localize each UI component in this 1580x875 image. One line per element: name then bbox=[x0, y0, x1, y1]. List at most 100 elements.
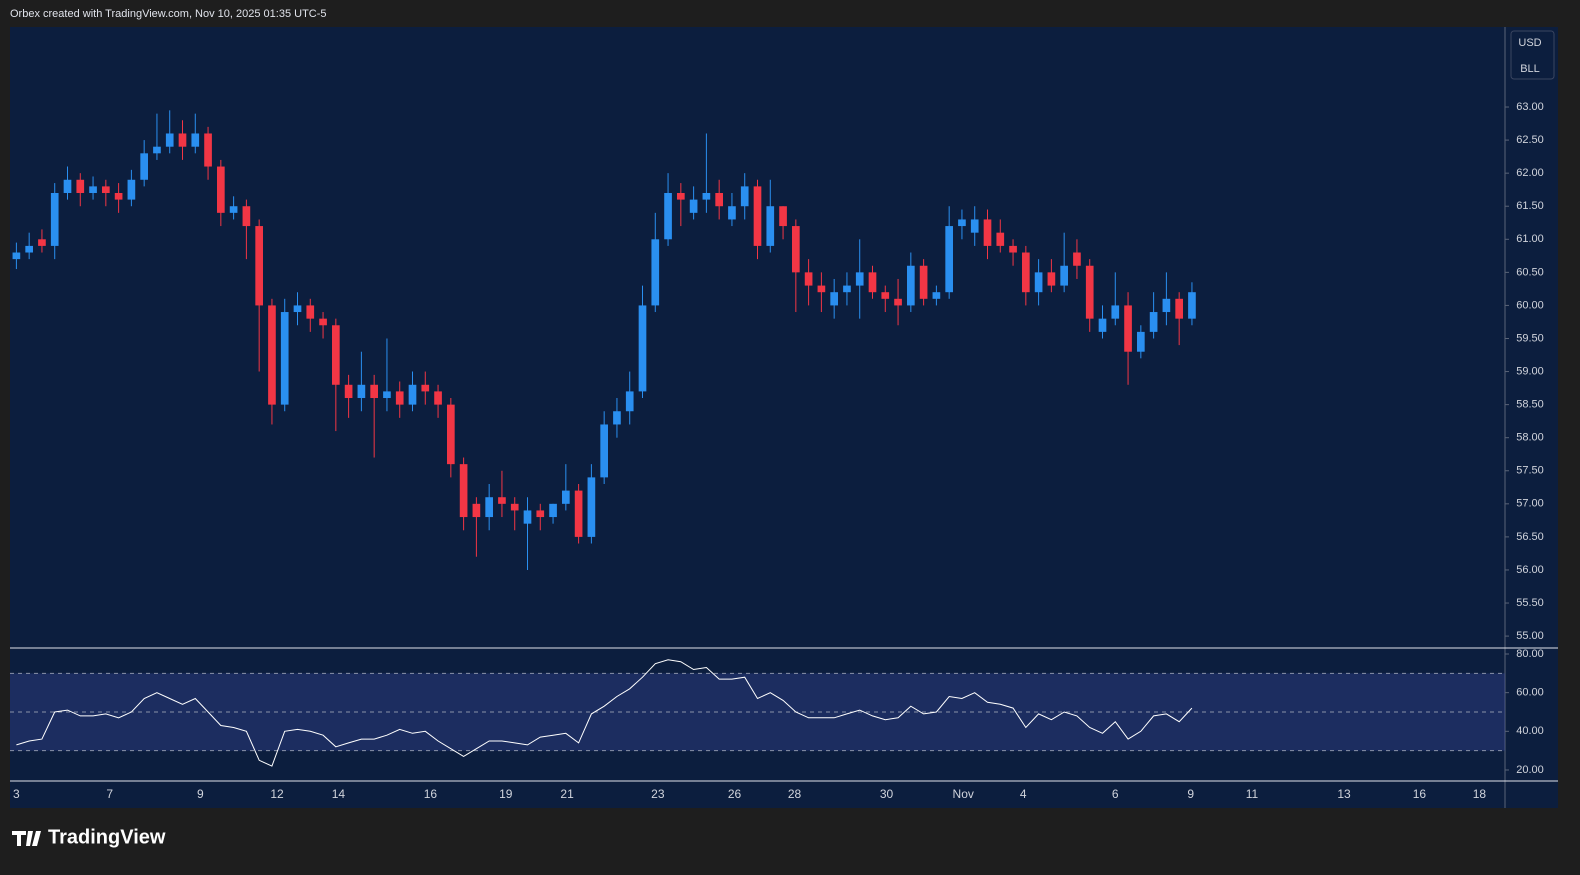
x-tick-label: 6 bbox=[1112, 787, 1119, 801]
candle-body bbox=[204, 133, 212, 167]
y-tick-label: 63.00 bbox=[1516, 101, 1544, 113]
currency-label: USD bbox=[1518, 37, 1541, 49]
y-tick-label: 57.50 bbox=[1516, 465, 1544, 477]
y-tick-label: 56.00 bbox=[1516, 564, 1544, 576]
candle-body bbox=[715, 192, 723, 207]
x-tick-label: 9 bbox=[1187, 787, 1194, 801]
candle-body bbox=[1098, 318, 1107, 332]
candle-body bbox=[766, 206, 775, 246]
candle-body bbox=[447, 404, 455, 465]
candle-body bbox=[319, 318, 327, 326]
candle-body bbox=[12, 252, 21, 260]
x-tick-label: 18 bbox=[1473, 787, 1487, 801]
candle-body bbox=[434, 391, 442, 405]
candle-body bbox=[510, 503, 519, 511]
unit-label: BLL bbox=[1520, 63, 1540, 75]
y-tick-label: 61.00 bbox=[1516, 233, 1544, 245]
candle-body bbox=[255, 226, 263, 306]
candle-body bbox=[919, 265, 928, 299]
x-tick-label: 30 bbox=[880, 787, 894, 801]
unit-box[interactable] bbox=[1510, 30, 1555, 80]
candle-body bbox=[395, 391, 404, 405]
candle-body bbox=[1060, 265, 1068, 286]
y-tick-label: 80.00 bbox=[1516, 648, 1544, 660]
candle-body bbox=[638, 305, 647, 392]
candle-body bbox=[498, 497, 506, 504]
candle-body bbox=[600, 424, 608, 478]
candle-body bbox=[792, 226, 800, 273]
candle-body bbox=[102, 186, 110, 193]
candle-body bbox=[357, 384, 366, 399]
candle-body bbox=[549, 503, 557, 518]
candle-body bbox=[140, 153, 148, 180]
x-tick-label: 13 bbox=[1337, 787, 1351, 801]
brand-logo bbox=[12, 831, 41, 846]
candle-body bbox=[574, 490, 583, 537]
candle-body bbox=[63, 179, 72, 193]
y-tick-label: 58.00 bbox=[1516, 432, 1544, 444]
candle-body bbox=[804, 272, 813, 286]
x-tick-label: 21 bbox=[560, 787, 574, 801]
candle-body bbox=[958, 219, 966, 227]
x-tick-label: 26 bbox=[728, 787, 742, 801]
x-tick-label: 28 bbox=[788, 787, 802, 801]
candle-body bbox=[76, 179, 85, 193]
candle-body bbox=[740, 186, 749, 207]
x-tick-label: 16 bbox=[1413, 787, 1427, 801]
candle-body bbox=[855, 272, 864, 286]
y-tick-label: 60.00 bbox=[1516, 299, 1544, 311]
candle-body bbox=[945, 226, 953, 293]
candle-body bbox=[191, 133, 200, 147]
candle-body bbox=[536, 510, 545, 518]
candle-body bbox=[830, 292, 838, 306]
y-tick-label: 56.50 bbox=[1516, 531, 1544, 543]
y-tick-label: 60.50 bbox=[1516, 266, 1544, 278]
candle-body bbox=[293, 305, 302, 313]
y-tick-label: 59.00 bbox=[1516, 365, 1544, 377]
candle-body bbox=[702, 192, 711, 200]
y-tick-label: 58.50 bbox=[1516, 399, 1544, 411]
y-tick-label: 62.00 bbox=[1516, 167, 1544, 179]
candle-body bbox=[268, 305, 276, 405]
y-tick-label: 20.00 bbox=[1516, 764, 1544, 776]
candle-body bbox=[1022, 252, 1030, 293]
candle-body bbox=[1188, 292, 1196, 319]
candle-body bbox=[114, 192, 123, 200]
y-tick-label: 55.50 bbox=[1516, 597, 1544, 609]
x-tick-label: 19 bbox=[499, 787, 513, 801]
candle-body bbox=[383, 391, 391, 399]
candle-body bbox=[178, 133, 187, 147]
candle-body bbox=[229, 206, 238, 213]
x-tick-label: 3 bbox=[13, 787, 20, 801]
y-tick-label: 40.00 bbox=[1516, 725, 1544, 737]
x-tick-label: 11 bbox=[1246, 787, 1259, 801]
candle-body bbox=[1009, 245, 1017, 253]
candle-body bbox=[625, 391, 634, 412]
y-tick-label: 62.50 bbox=[1516, 134, 1544, 146]
candle-body bbox=[1137, 331, 1145, 352]
candle-body bbox=[38, 239, 46, 246]
candle-body bbox=[165, 133, 174, 147]
candle-body bbox=[1111, 305, 1120, 319]
candle-body bbox=[153, 146, 161, 154]
candle-body bbox=[89, 186, 97, 193]
candle-body bbox=[459, 464, 468, 518]
candle-body bbox=[868, 272, 877, 293]
x-tick-label: 14 bbox=[332, 787, 346, 801]
candle-body bbox=[932, 292, 941, 299]
candle-body bbox=[1149, 312, 1158, 332]
candle-body bbox=[728, 206, 736, 220]
candle-body bbox=[280, 312, 289, 405]
candle-body bbox=[242, 206, 251, 227]
candle-body bbox=[689, 199, 698, 213]
candle-body bbox=[1073, 252, 1081, 266]
x-tick-label: Nov bbox=[953, 787, 974, 801]
candle-body bbox=[1085, 265, 1094, 319]
x-tick-label: 16 bbox=[424, 787, 438, 801]
candle-body bbox=[523, 510, 532, 524]
candle-body bbox=[983, 219, 992, 246]
y-tick-label: 61.50 bbox=[1516, 200, 1544, 212]
candle-body bbox=[779, 206, 787, 227]
candle-body bbox=[613, 411, 621, 425]
